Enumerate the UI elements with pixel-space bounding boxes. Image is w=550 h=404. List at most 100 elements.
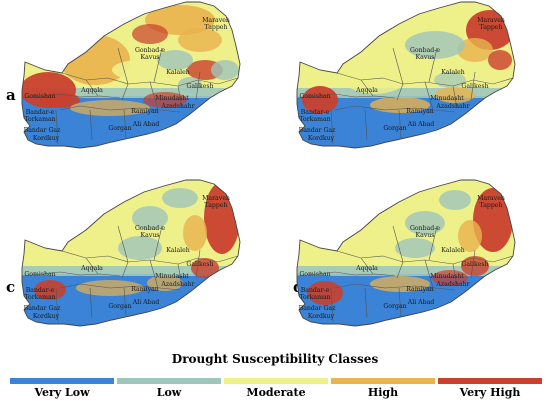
district-label: Maraveh Tappeh [477,17,505,31]
province-outline [21,1,241,149]
district-boundary [121,83,129,101]
map-panel-d: d MaravehTappehGonbad-eKavusKalalehGalik… [275,178,550,348]
class-band-low [297,88,515,98]
susceptibility-zone [302,86,338,114]
district-boundary [392,225,404,263]
district-label: Ali Abad [132,121,160,128]
district-boundary [149,81,159,111]
district-label: Kalaleh [166,247,190,254]
district-label: Minudasht [155,95,189,102]
class-band-low [297,266,515,276]
class-band-low [22,88,240,98]
legend-item-high: High [331,378,435,400]
district-label: Bandar Gaz [299,127,336,134]
district-label: Ramiyan [131,108,159,115]
district-label: Ali Abad [407,299,435,306]
legend-label: Low [156,386,182,399]
district-label: Bandar-e Torkaman [299,287,330,301]
district-boundary [428,47,438,83]
district-boundary [360,257,374,275]
district-boundary [398,109,402,139]
district-boundary [59,283,181,291]
legend-swatch [331,378,435,384]
district-boundary [396,261,404,279]
district-boundary [121,261,129,279]
district-boundary [55,287,59,323]
susceptibility-zone [370,97,430,113]
susceptibility-zone [147,275,183,291]
district-boundary [428,225,438,261]
district-boundary [470,249,476,279]
legend-swatch [10,378,114,384]
district-label: Bandar Gaz [24,127,61,134]
district-boundary [452,263,458,287]
district-label: Gomishan [24,271,55,278]
susceptibility-zone [132,206,168,230]
susceptibility-zone [178,28,222,52]
district-label: Ali Abad [132,299,160,306]
district-label: Aqqala [80,87,103,94]
district-boundary [330,109,334,145]
district-label: Maraveh Tappeh [202,17,230,31]
district-boundary [153,225,163,261]
legend-item-very-high: Very High [438,378,542,400]
district-boundary [452,85,458,109]
district-boundary [424,81,434,111]
legend-label: High [367,386,399,399]
legend-label: Very High [459,386,521,399]
susceptibility-zone [178,77,202,93]
map-c: Maraveh Tappeh Gonbad-e Kavus Kalaleh Galikes… [21,179,241,327]
map-d: Maraveh Tappeh Gonbad-e Kavus Kalaleh Galikes… [296,179,516,327]
district-boundary [424,259,434,289]
legend-item-very-low: Very Low [10,378,114,400]
district-boundary [85,257,99,275]
district-boundary [195,249,201,279]
district-boundary [364,287,368,319]
panel-letter: a [6,86,16,104]
legend-item-low: Low [117,378,221,400]
susceptibility-zone [435,87,475,103]
district-label: Gomishan [24,93,55,100]
district-label: Gomishan [299,93,330,100]
susceptibility-zone [118,236,162,260]
district-label: Gorgan [108,125,131,132]
district-boundary [123,287,127,317]
legend-swatch [438,378,542,384]
district-label: Azadshahr [435,281,469,288]
district-label: Kordkuy [33,135,60,142]
district-boundary [153,47,163,83]
legend-swatch [117,378,221,384]
map-panel-b: b MaravehTappehGonbad-eKavusKalalehGalik… [275,0,550,170]
district-label: Maraveh Tappeh [477,195,505,209]
district-boundary [59,105,181,113]
district-label: Kalaleh [441,247,465,254]
district-label: Galikesh [461,83,488,90]
district-boundary [22,93,121,99]
susceptibility-zone [395,238,435,258]
district-label: Kalaleh [166,69,190,76]
map-a: Maraveh Tappeh Gonbad-e Kavus Kalaleh Galikes… [21,1,241,149]
susceptibility-zone [432,270,468,286]
district-boundary [149,259,159,289]
district-label: Gonbad-e Kavus [135,225,165,239]
susceptibility-zone [345,66,405,94]
district-label: Bandar-e Torkaman [24,109,55,123]
district-label: Galikesh [186,261,213,268]
district-boundary [195,71,201,101]
susceptibility-zone [473,188,513,252]
district-label: Bandar Gaz [299,305,336,312]
district-label: Ramiyan [406,108,434,115]
susceptibility-zone [458,220,482,252]
district-boundary [117,47,129,85]
susceptibility-zone [461,256,489,276]
susceptibility-zone [112,60,168,80]
district-boundary [117,225,129,263]
district-label: Azadshahr [160,103,194,110]
district-boundary [398,287,402,317]
district-boundary [334,105,456,113]
susceptibility-zone [34,280,66,300]
district-label: Galikesh [186,83,213,90]
legend-title: Drought Susceptibility Classes [171,352,379,366]
district-label: Gomishan [299,271,330,278]
district-label: Kordkuy [33,313,60,320]
